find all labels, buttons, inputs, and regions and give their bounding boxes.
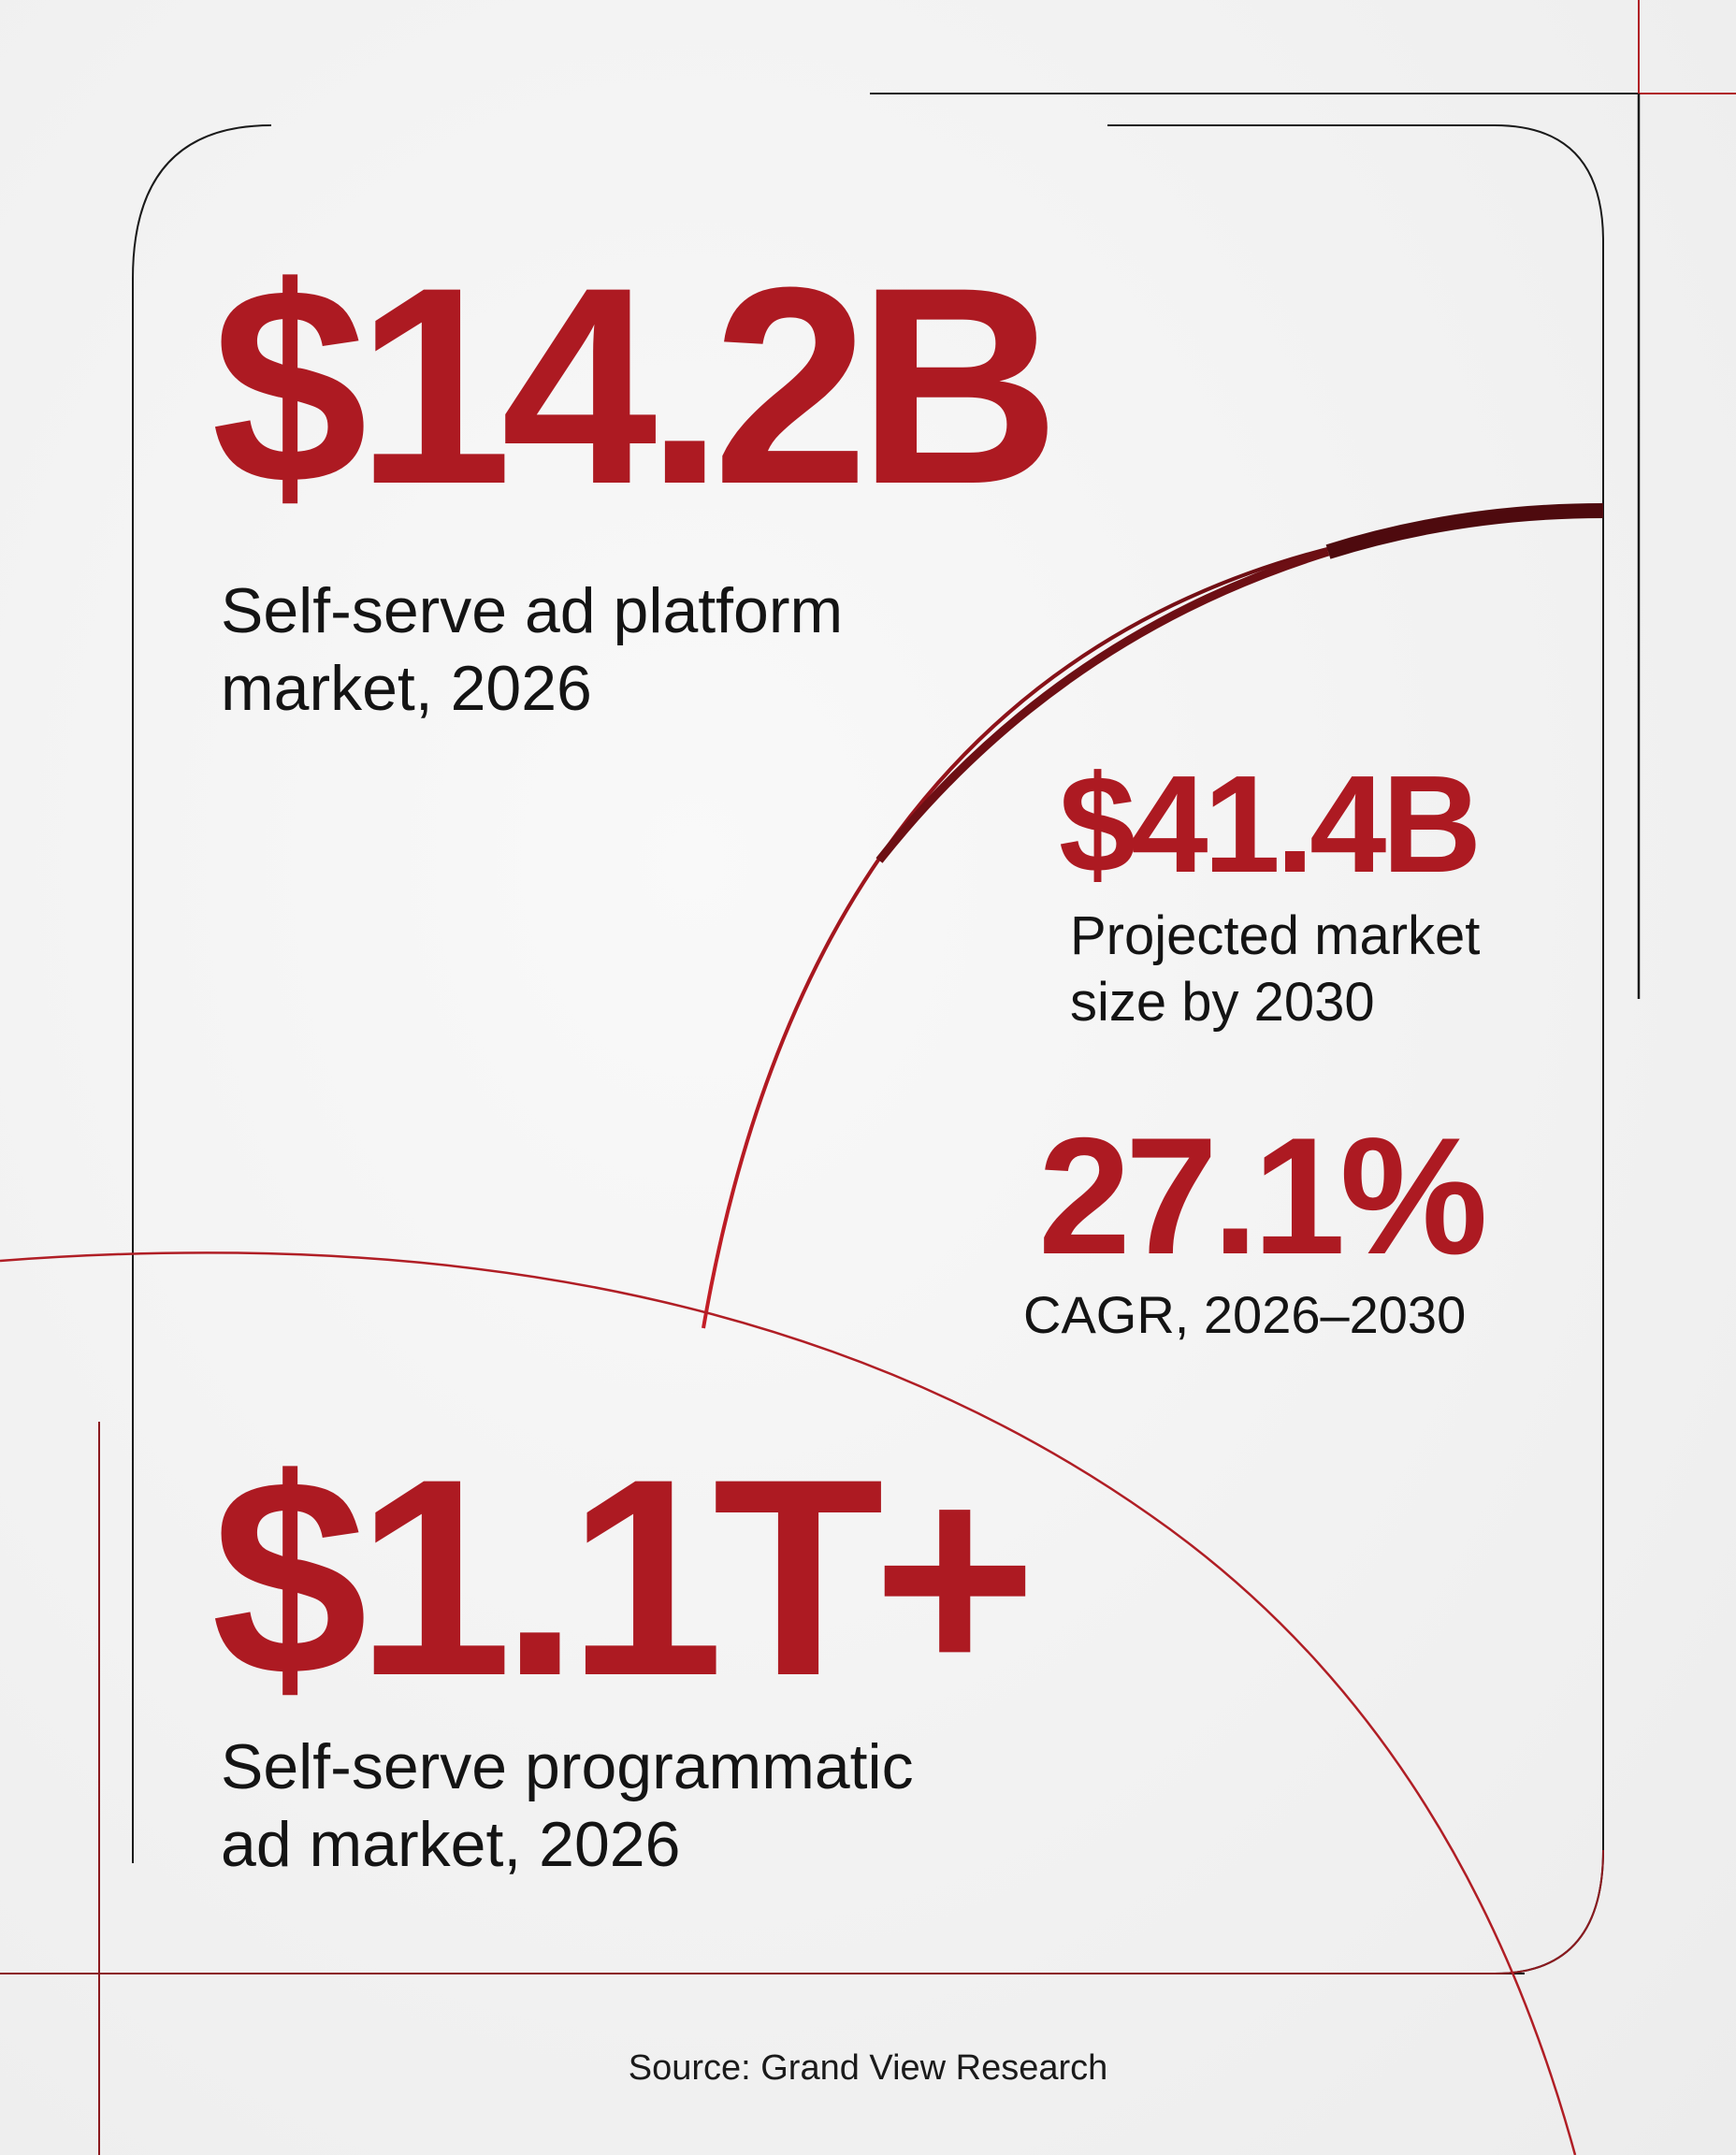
source-credit: Source: Grand View Research: [628, 2048, 1108, 2088]
frame-right-edge: [1107, 124, 1604, 1974]
stat-programmatic-value: $1.1T+: [211, 1420, 1036, 1734]
stat-market-2026-value: $14.2B: [211, 228, 1060, 542]
thin-accent-arc: [0, 1251, 1577, 2155]
stat-cagr-value: 27.1%: [1038, 1103, 1488, 1289]
stat-projected-2030-label: Projected market size by 2030: [1070, 904, 1480, 1036]
stat-label-line: market, 2026: [221, 652, 592, 724]
stat-market-2026-label: Self-serve ad platform market, 2026: [221, 572, 843, 728]
stat-label-line: Self-serve ad platform: [221, 575, 844, 646]
frame-top-left-corner: [132, 124, 272, 1863]
stat-projected-2030-value: $41.4B: [1059, 747, 1482, 902]
stat-programmatic-label: Self-serve programmatic ad market, 2026: [221, 1728, 914, 1884]
stat-label-line: Self-serve programmatic: [221, 1731, 914, 1802]
stat-label-line: ad market, 2026: [221, 1808, 681, 1880]
frame-bottom-edge: [0, 1849, 1604, 1974]
stat-label-line: Projected market: [1070, 905, 1481, 966]
stat-label-line: CAGR, 2026–2030: [1023, 1285, 1467, 1344]
stat-cagr-label: CAGR, 2026–2030: [1023, 1283, 1466, 1347]
stat-label-line: size by 2030: [1070, 971, 1375, 1033]
